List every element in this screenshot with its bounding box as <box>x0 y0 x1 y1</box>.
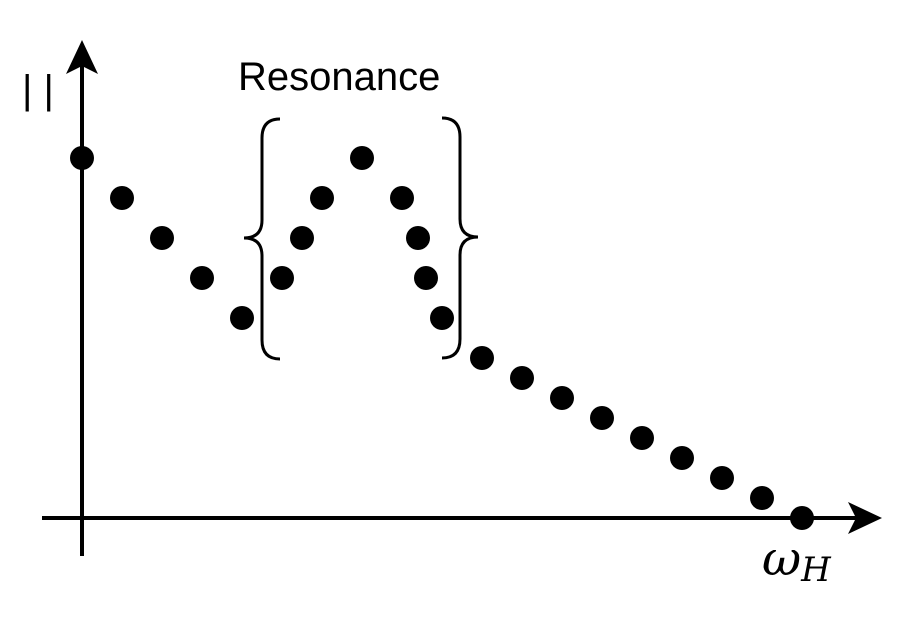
data-point-11 <box>414 266 438 290</box>
data-point-10 <box>406 226 430 250</box>
data-point-2 <box>150 226 174 250</box>
data-point-16 <box>590 406 614 430</box>
data-point-7 <box>310 186 334 210</box>
data-point-17 <box>630 426 654 450</box>
data-point-9 <box>390 186 414 210</box>
data-point-4 <box>230 306 254 330</box>
data-point-3 <box>190 266 214 290</box>
data-point-14 <box>510 366 534 390</box>
x-axis-label-main: ω <box>762 531 801 587</box>
left-curly-brace <box>243 117 281 361</box>
right-curly-brace <box>441 116 479 360</box>
data-point-1 <box>110 186 134 210</box>
data-point-12 <box>430 306 454 330</box>
x-axis-arrowhead <box>848 502 882 534</box>
resonance-brackets <box>243 116 479 361</box>
data-point-18 <box>670 446 694 470</box>
data-point-13 <box>470 346 494 370</box>
data-point-15 <box>550 386 574 410</box>
data-point-20 <box>750 486 774 510</box>
data-points <box>70 146 814 530</box>
resonance-label: Resonance <box>238 55 440 99</box>
axes <box>42 40 882 556</box>
data-point-8 <box>350 146 374 170</box>
x-axis-label-subscript: H <box>800 550 832 590</box>
y-axis-arrowhead <box>66 40 98 74</box>
y-axis-label: | | <box>22 68 54 112</box>
data-point-21 <box>790 506 814 530</box>
data-point-6 <box>290 226 314 250</box>
x-axis-label: ωH <box>762 531 832 590</box>
data-point-0 <box>70 146 94 170</box>
data-point-19 <box>710 466 734 490</box>
data-point-5 <box>270 266 294 290</box>
